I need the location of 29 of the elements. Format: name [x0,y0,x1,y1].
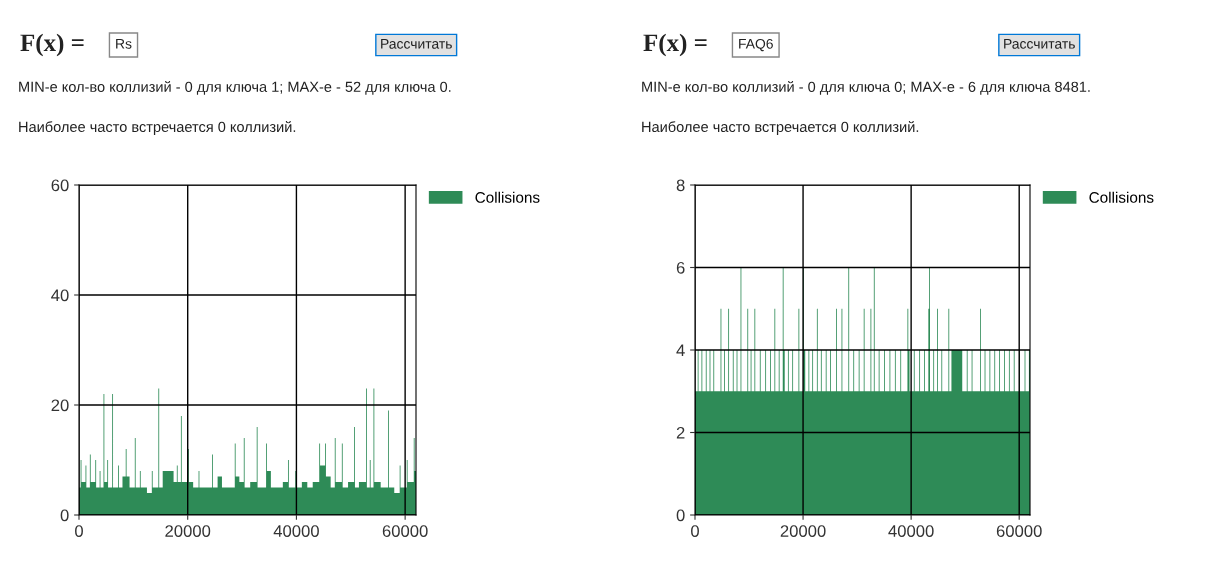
x-tick-label: 60000 [996,525,1042,537]
y-tick-label: 4 [676,344,685,357]
legend-label: Collisions [1089,191,1154,203]
y-tick-label: 0 [676,509,685,522]
y-tick-label: 2 [676,426,685,439]
text: F(x) = [20,33,84,57]
text: Rs [116,39,132,49]
text: Рассчитать [381,39,452,49]
y-tick-label: 0 [60,509,69,522]
text: MIN-е кол-во коллизий - 0 для ключа 0; MAX-е - 6 для ключа 8481. [642,81,1090,95]
text: MIN-е кол-во коллизий - 0 для ключа 1; MAX-е - 52 для ключа 0. [19,81,451,95]
x-tick-label: 60000 [382,525,428,537]
text: Рассчитать [1004,39,1075,49]
x-tick-label: 0 [75,525,83,537]
text: Наиболее часто встречается 0 коллизий. [19,121,296,135]
legend-label: Collisions [475,191,540,203]
x-tick-label: 20000 [780,525,826,537]
text: FAQ6 [739,38,773,52]
text: Наиболее часто встречается 0 коллизий. [642,121,919,135]
x-tick-label: 0 [691,525,699,537]
x-tick-label: 40000 [273,525,319,537]
y-tick-label: 8 [676,179,685,192]
y-tick-label: 6 [676,261,685,274]
y-tick-label: 40 [51,289,69,302]
y-tick-label: 20 [51,399,69,412]
y-tick-label: 60 [51,179,69,192]
x-tick-label: 40000 [888,525,934,537]
text: F(x) = [643,33,707,57]
x-tick-label: 20000 [165,525,211,537]
